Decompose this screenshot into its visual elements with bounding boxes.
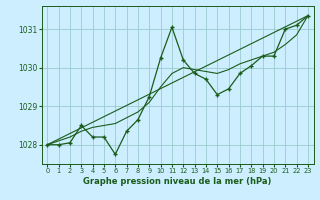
- X-axis label: Graphe pression niveau de la mer (hPa): Graphe pression niveau de la mer (hPa): [84, 177, 272, 186]
